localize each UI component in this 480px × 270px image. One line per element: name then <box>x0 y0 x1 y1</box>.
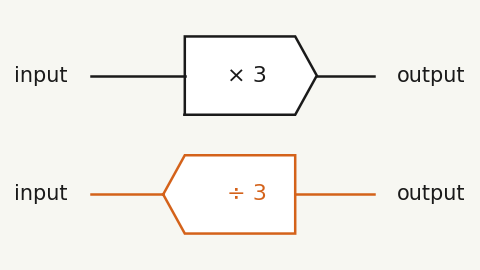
Text: input: input <box>14 66 68 86</box>
Polygon shape <box>185 36 317 115</box>
Text: input: input <box>14 184 68 204</box>
Text: × 3: × 3 <box>227 66 267 86</box>
Text: output: output <box>397 184 466 204</box>
Text: ÷ 3: ÷ 3 <box>227 184 267 204</box>
Text: output: output <box>397 66 466 86</box>
Polygon shape <box>163 155 295 234</box>
